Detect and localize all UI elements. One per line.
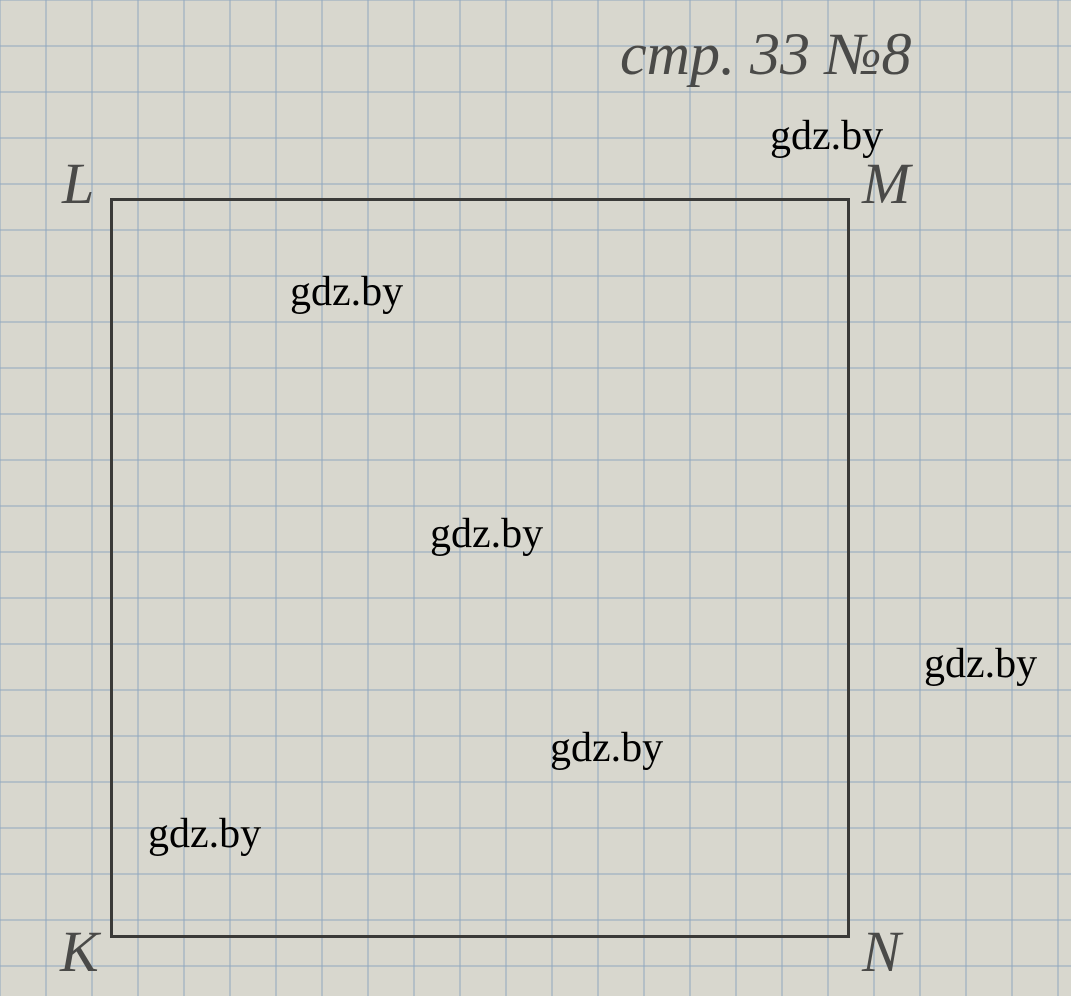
vertex-label-m: M: [862, 150, 910, 217]
watermark-3: gdz.by: [430, 510, 543, 558]
vertex-label-l: L: [62, 150, 94, 217]
watermark-6: gdz.by: [148, 810, 261, 858]
page-header: стр. 33 №8: [620, 20, 912, 89]
vertex-label-k: K: [60, 918, 99, 985]
watermark-4: gdz.by: [924, 640, 1037, 688]
watermark-2: gdz.by: [290, 268, 403, 316]
vertex-label-n: N: [862, 918, 901, 985]
watermark-5: gdz.by: [550, 724, 663, 772]
watermark-1: gdz.by: [770, 112, 883, 160]
diagram-canvas: стр. 33 №8 L M K N gdz.by gdz.by gdz.by …: [0, 0, 1071, 996]
